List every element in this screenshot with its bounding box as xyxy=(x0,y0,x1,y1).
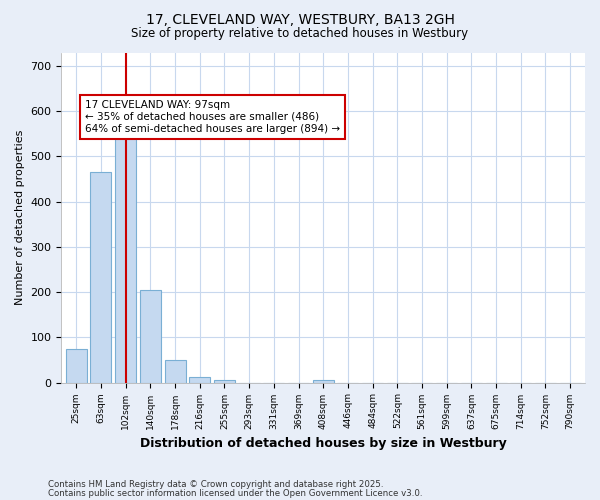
Text: 17 CLEVELAND WAY: 97sqm
← 35% of detached houses are smaller (486)
64% of semi-d: 17 CLEVELAND WAY: 97sqm ← 35% of detache… xyxy=(85,100,340,134)
Text: Size of property relative to detached houses in Westbury: Size of property relative to detached ho… xyxy=(131,28,469,40)
Bar xyxy=(214,380,235,382)
Bar xyxy=(66,348,87,382)
Bar xyxy=(164,360,185,382)
Bar xyxy=(189,377,210,382)
Text: Contains HM Land Registry data © Crown copyright and database right 2025.: Contains HM Land Registry data © Crown c… xyxy=(48,480,383,489)
X-axis label: Distribution of detached houses by size in Westbury: Distribution of detached houses by size … xyxy=(140,437,506,450)
Bar xyxy=(91,172,112,382)
Text: 17, CLEVELAND WAY, WESTBURY, BA13 2GH: 17, CLEVELAND WAY, WESTBURY, BA13 2GH xyxy=(146,12,454,26)
Bar xyxy=(115,127,136,382)
Bar xyxy=(313,380,334,382)
Bar xyxy=(140,290,161,382)
Y-axis label: Number of detached properties: Number of detached properties xyxy=(15,130,25,305)
Text: Contains public sector information licensed under the Open Government Licence v3: Contains public sector information licen… xyxy=(48,488,422,498)
